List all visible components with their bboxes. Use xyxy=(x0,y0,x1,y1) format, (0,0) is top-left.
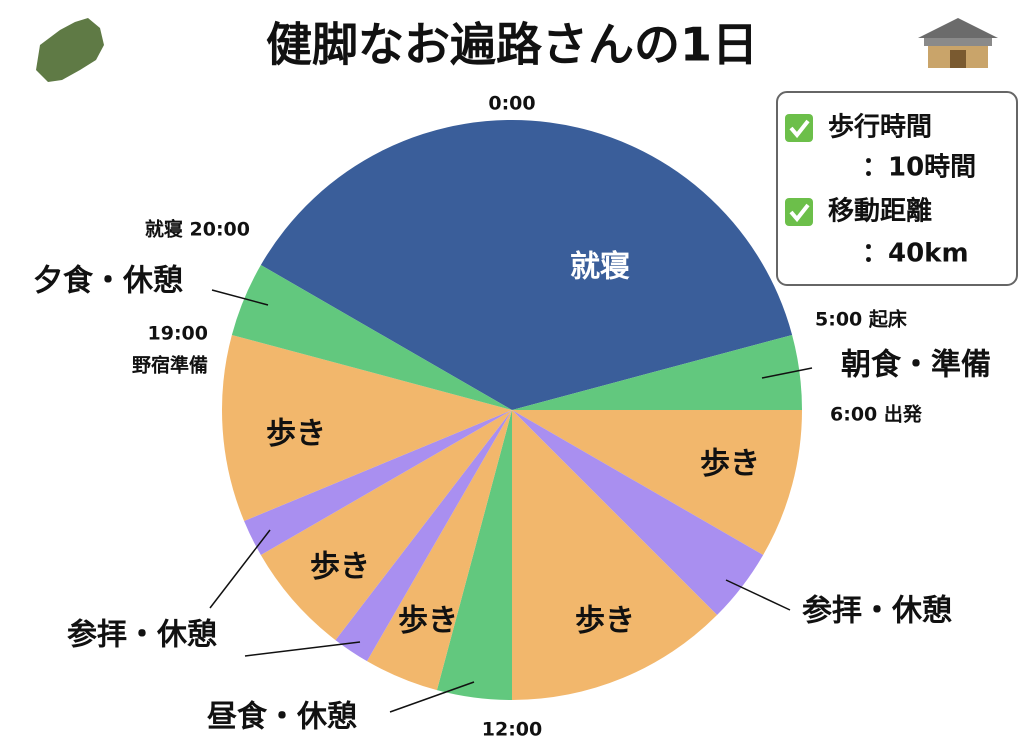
pie-slice xyxy=(436,410,512,700)
leader-line xyxy=(209,529,271,609)
time-label: 就寝 20:00 xyxy=(145,218,250,241)
slice-label: 歩き xyxy=(266,417,326,452)
slice-label: 昼食・休憩 xyxy=(207,700,357,735)
time-label: 5:00 起床 xyxy=(815,308,907,331)
slice-label: 参拝・休憩 xyxy=(802,594,952,629)
pie-slice xyxy=(244,410,512,555)
pie-slice xyxy=(231,265,512,410)
leader-line xyxy=(761,367,813,379)
leader-line xyxy=(244,641,361,657)
leader-line xyxy=(211,289,269,306)
slice-label: 朝食・準備 xyxy=(841,348,991,383)
pie-slice xyxy=(335,410,512,662)
check-mark xyxy=(789,203,810,223)
check-icon xyxy=(785,198,813,226)
leader-line xyxy=(389,681,475,713)
chart-title: 健脚なお遍路さんの1日 xyxy=(266,18,758,72)
info-text: ：10時間 xyxy=(862,153,976,183)
check-icon xyxy=(785,114,813,142)
time-label: 19:00 xyxy=(148,323,208,345)
slice-label: 歩き xyxy=(398,604,458,639)
pie-slice xyxy=(260,120,793,410)
slice-label: 参拝・休憩 xyxy=(67,618,217,653)
time-label: 6:00 出発 xyxy=(830,403,923,426)
pie-slice xyxy=(512,410,802,555)
time-label: 12:00 xyxy=(482,719,542,741)
temple-icon xyxy=(918,18,998,68)
check-mark xyxy=(789,119,810,139)
pie-slice xyxy=(512,334,802,410)
map-icon xyxy=(36,18,104,82)
info-box xyxy=(776,91,1018,286)
leader-line xyxy=(725,579,791,611)
pie-slice xyxy=(260,410,512,641)
time-label: 0:00 xyxy=(488,93,535,115)
pie-slice xyxy=(222,334,513,521)
pie-slice xyxy=(512,410,718,700)
slice-label: 歩き xyxy=(700,447,760,482)
pie-slice xyxy=(512,410,764,616)
info-text: 歩行時間 xyxy=(828,112,932,143)
slice-label: 歩き xyxy=(575,604,635,639)
info-text: 移動距離 xyxy=(828,196,932,227)
pie-slice xyxy=(367,410,512,691)
slice-label: 夕食・休憩 xyxy=(33,264,183,299)
slice-label: 就寝 xyxy=(570,250,630,285)
info-text: ：40km xyxy=(862,239,969,269)
time-label: 野宿準備 xyxy=(132,354,208,377)
slice-label: 歩き xyxy=(310,550,370,585)
